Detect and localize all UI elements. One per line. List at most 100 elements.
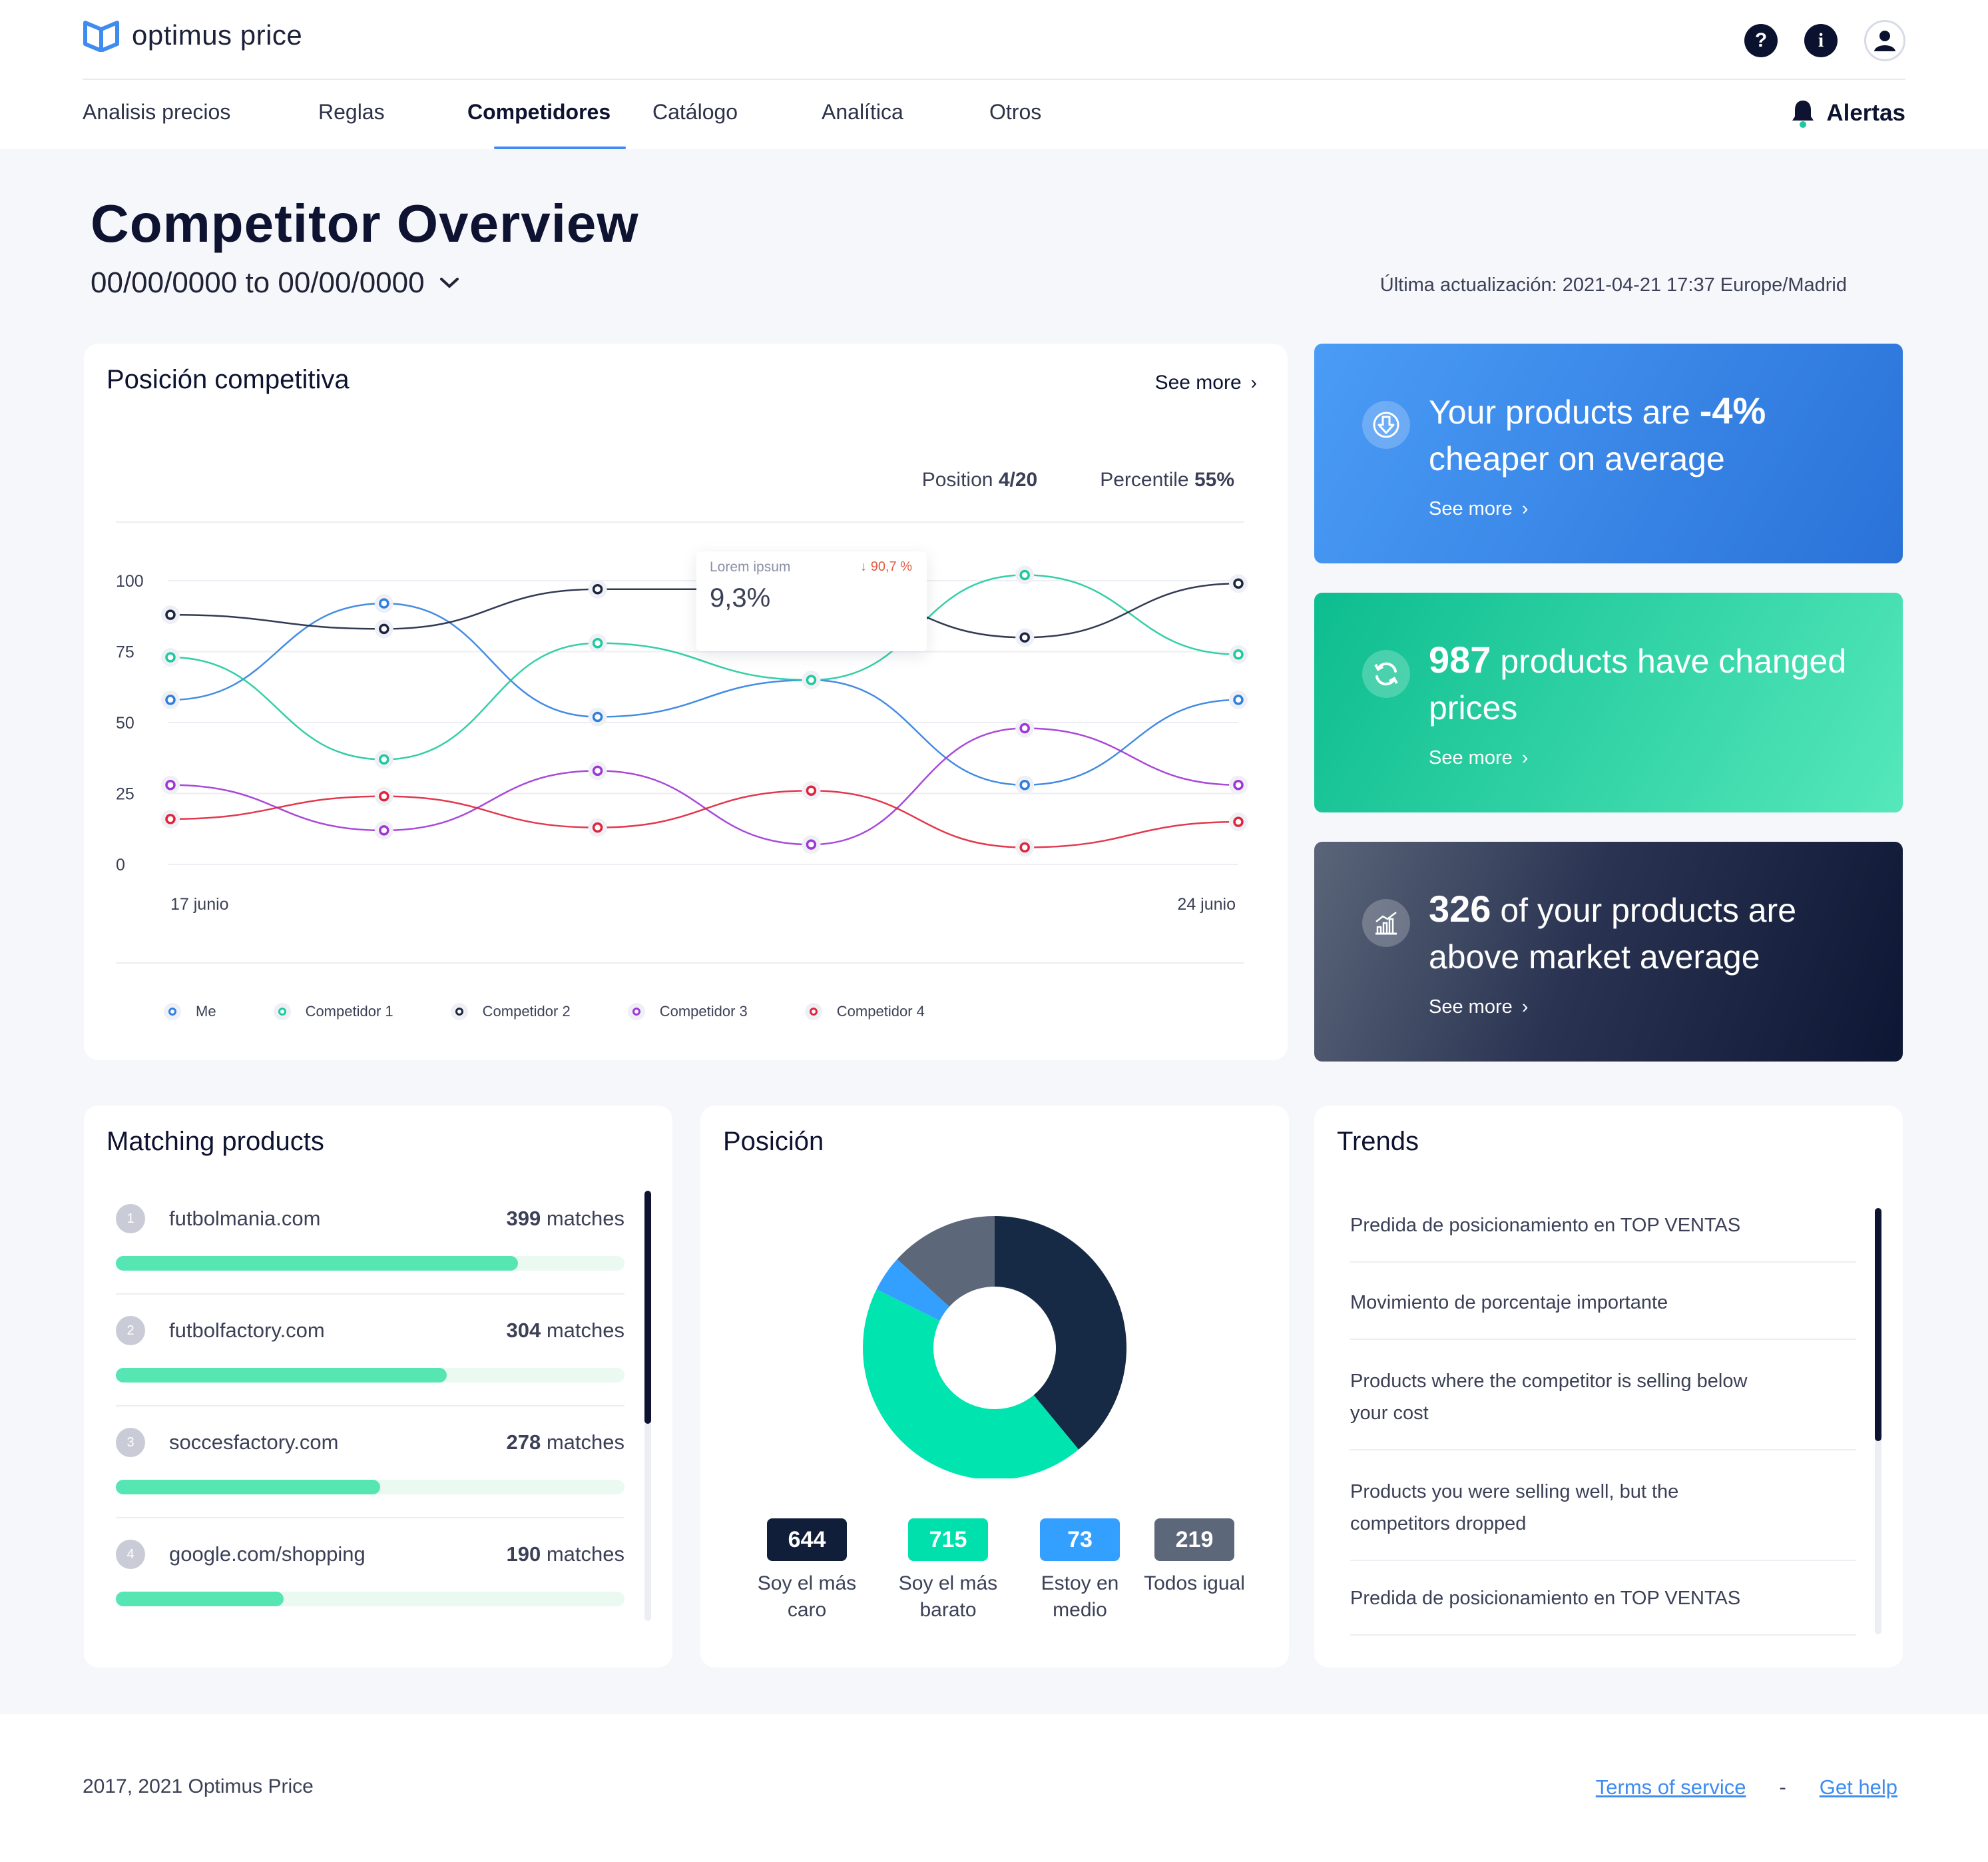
- legend-item[interactable]: Competidor 2: [450, 1003, 571, 1020]
- position-badge[interactable]: 73 Estoy en medio: [1013, 1518, 1146, 1624]
- position-badge[interactable]: 715 Soy el más barato: [881, 1518, 1015, 1624]
- data-point[interactable]: [1015, 775, 1035, 794]
- nav-analitica[interactable]: Analítica: [822, 100, 903, 124]
- match-row[interactable]: 1 futbolmania.com 399 matches: [116, 1204, 624, 1277]
- donut-slice[interactable]: [995, 1216, 1126, 1450]
- see-more-label: See more: [1429, 498, 1513, 519]
- badge-label: Soy el más barato: [898, 1572, 998, 1621]
- data-point[interactable]: [161, 605, 180, 625]
- data-point[interactable]: [1015, 838, 1035, 857]
- position-label: Position: [921, 469, 993, 491]
- chart-legend: Me Competidor 1 Competidor 2 Competidor 3 Co…: [164, 1003, 925, 1020]
- divider: [1350, 1634, 1856, 1636]
- scrollbar-thumb[interactable]: [1875, 1208, 1881, 1441]
- data-point[interactable]: [1229, 812, 1248, 832]
- scrollbar[interactable]: [644, 1191, 651, 1621]
- data-point[interactable]: [802, 835, 821, 854]
- data-point[interactable]: [374, 820, 393, 840]
- legend-item[interactable]: Me: [164, 1003, 216, 1020]
- data-point[interactable]: [588, 579, 607, 599]
- data-point[interactable]: [161, 775, 180, 794]
- chevron-right-icon: ›: [1521, 498, 1529, 519]
- alerts-button[interactable]: Alertas: [1790, 99, 1905, 128]
- badge-label: Soy el más caro: [757, 1572, 857, 1621]
- position-badge[interactable]: 219 Todos igual: [1128, 1518, 1261, 1597]
- data-point[interactable]: [374, 786, 393, 806]
- legend-item[interactable]: Competidor 3: [627, 1003, 748, 1020]
- donut-slice[interactable]: [897, 1216, 995, 1307]
- see-more-label: See more: [1154, 372, 1242, 394]
- trend-item[interactable]: Predida de posicionamiento en TOP VENTAS: [1350, 1588, 1741, 1609]
- legend-item[interactable]: Competidor 1: [273, 1003, 393, 1020]
- page-title: Competitor Overview: [91, 194, 639, 253]
- rank-badge: 4: [116, 1540, 145, 1569]
- data-point[interactable]: [1015, 628, 1035, 647]
- data-point[interactable]: [1015, 719, 1035, 738]
- terms-link[interactable]: Terms of service: [1595, 1775, 1746, 1799]
- competitive-position-card: Posición competitiva See more › Position…: [84, 344, 1288, 1060]
- card-title: Matching products: [107, 1127, 324, 1156]
- data-point[interactable]: [1015, 565, 1035, 585]
- chevron-right-icon: ›: [1521, 996, 1529, 1018]
- legend-item[interactable]: Competidor 4: [804, 1003, 925, 1020]
- data-point[interactable]: [588, 707, 607, 727]
- donut-slice[interactable]: [876, 1259, 949, 1321]
- help-icon[interactable]: ?: [1744, 24, 1778, 57]
- nav-competidores[interactable]: Competidores: [467, 100, 652, 149]
- nav-catalogo[interactable]: Catálogo: [652, 100, 738, 124]
- data-point[interactable]: [374, 750, 393, 769]
- donut-chart: [863, 1216, 1126, 1478]
- trend-item[interactable]: Products you were selling well, but the …: [1350, 1481, 1679, 1534]
- trend-item[interactable]: Predida de posicionamiento en TOP VENTAS: [1350, 1215, 1741, 1236]
- data-point[interactable]: [588, 633, 607, 653]
- nav-otros[interactable]: Otros: [989, 100, 1042, 124]
- position-card: Posición 644 Soy el más caro 715 Soy el más…: [700, 1105, 1289, 1668]
- scrollbar[interactable]: [1875, 1208, 1881, 1634]
- nav-analisis-precios[interactable]: Analisis precios: [83, 100, 231, 124]
- position-stat: Position 4/20: [922, 469, 1037, 491]
- help-link[interactable]: Get help: [1819, 1775, 1897, 1799]
- data-point[interactable]: [802, 671, 821, 690]
- stats-row: Position 4/20 Percentile 55%: [922, 469, 1234, 491]
- data-point[interactable]: [1229, 690, 1248, 709]
- see-more-link[interactable]: See more ›: [1429, 747, 1528, 769]
- user-avatar-icon[interactable]: [1864, 20, 1905, 61]
- rank-badge: 1: [116, 1204, 145, 1233]
- data-point[interactable]: [1229, 574, 1248, 593]
- data-point[interactable]: [374, 594, 393, 613]
- match-site: soccesfactory.com: [169, 1430, 339, 1454]
- trend-item[interactable]: Products where the competitor is selling…: [1350, 1371, 1748, 1424]
- nav-reglas[interactable]: Reglas: [318, 100, 385, 124]
- info-icon[interactable]: i: [1804, 24, 1838, 57]
- legend-dot-icon: [164, 1003, 181, 1020]
- see-more-link[interactable]: See more ›: [1429, 996, 1528, 1018]
- date-range-selector[interactable]: 00/00/0000 to 00/00/0000: [91, 266, 459, 300]
- data-point[interactable]: [588, 761, 607, 780]
- data-point[interactable]: [374, 619, 393, 639]
- data-point[interactable]: [802, 781, 821, 800]
- divider: [1350, 1339, 1856, 1340]
- trend-item[interactable]: Movimiento de porcentaje importante: [1350, 1292, 1668, 1313]
- data-point[interactable]: [1229, 645, 1248, 664]
- badge-value: 219: [1154, 1518, 1234, 1561]
- data-point[interactable]: [161, 648, 180, 667]
- match-row[interactable]: 4 google.com/shopping 190 matches: [116, 1540, 624, 1613]
- legend-label: Competidor 4: [836, 1003, 925, 1020]
- divider: [1350, 1261, 1856, 1263]
- donut-slice[interactable]: [863, 1289, 1079, 1478]
- match-row[interactable]: 2 futbolfactory.com 304 matches: [116, 1316, 624, 1389]
- match-row[interactable]: 3 soccesfactory.com 278 matches: [116, 1428, 624, 1501]
- card-title: Trends: [1337, 1127, 1419, 1156]
- match-bar-fill: [116, 1480, 381, 1494]
- data-point[interactable]: [1229, 775, 1248, 794]
- data-point[interactable]: [588, 818, 607, 837]
- logo[interactable]: optimus price: [83, 19, 302, 52]
- data-point[interactable]: [161, 690, 180, 709]
- see-more-link[interactable]: See more ›: [1429, 498, 1528, 520]
- see-more-link[interactable]: See more ›: [1155, 372, 1257, 394]
- scrollbar-thumb[interactable]: [644, 1191, 651, 1424]
- y-tick-label: 50: [116, 714, 134, 733]
- data-point[interactable]: [161, 809, 180, 828]
- alerts-label: Alertas: [1826, 100, 1905, 126]
- position-badge[interactable]: 644 Soy el más caro: [740, 1518, 873, 1624]
